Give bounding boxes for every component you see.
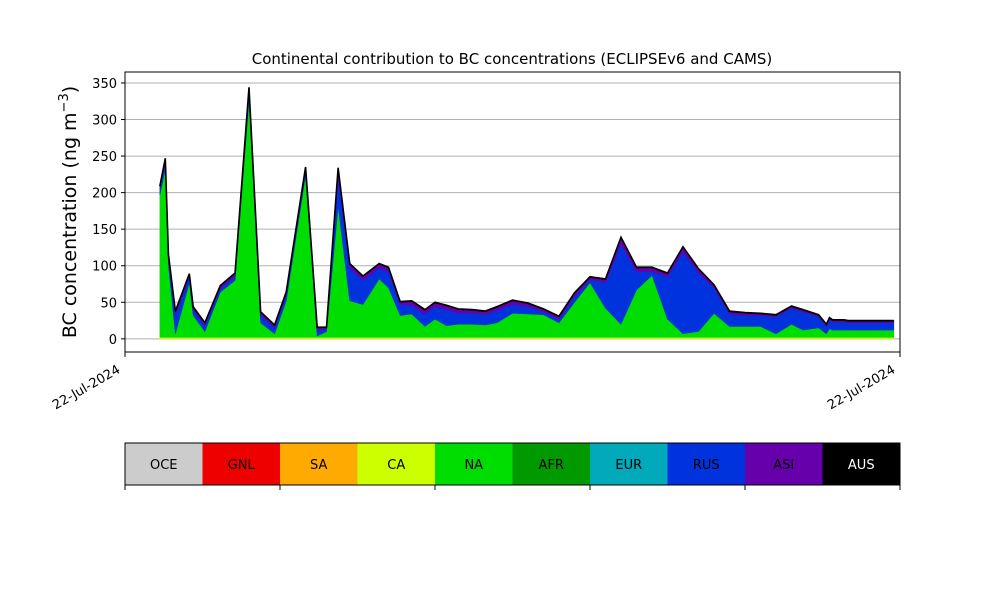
legend-swatch-asi bbox=[745, 443, 823, 485]
plot-frame bbox=[124, 71, 901, 353]
x-tick-label: 22-Jul-2024 bbox=[50, 362, 123, 413]
y-axis-label-close: ) bbox=[59, 86, 81, 93]
legend-swatch-na bbox=[435, 443, 513, 485]
y-axis-ticks: 0 50 100 150 200 250 300 350 bbox=[92, 77, 125, 348]
y-tick-label: 200 bbox=[92, 187, 117, 202]
legend-swatch-afr bbox=[512, 443, 590, 485]
area-series-aus bbox=[159, 87, 895, 329]
y-tick-label: 300 bbox=[92, 114, 117, 129]
area-series-rus bbox=[159, 92, 895, 337]
total-outline bbox=[159, 87, 894, 328]
legend-label-ca: CA bbox=[387, 458, 405, 473]
legend-swatch-sa bbox=[280, 443, 358, 485]
x-axis-ticks: 22-Jul-2024 22-Jul-2024 bbox=[50, 352, 901, 413]
y-tick-label: 100 bbox=[92, 260, 117, 275]
y-axis-label: BC concentration (ng m−3) bbox=[57, 86, 81, 338]
y-tick-label: 0 bbox=[109, 333, 117, 348]
y-tick-label: 250 bbox=[92, 150, 117, 165]
area-series-asi bbox=[159, 88, 895, 331]
legend-swatch-eur bbox=[590, 443, 668, 485]
legend-label-rus: RUS bbox=[693, 458, 720, 473]
y-axis-label-superscript: −3 bbox=[57, 93, 72, 112]
legend-swatch-gnl bbox=[202, 443, 280, 485]
legend-label-aus: AUS bbox=[848, 458, 875, 473]
y-tick-label: 150 bbox=[92, 223, 117, 238]
x-tick-label: 22-Jul-2024 bbox=[825, 362, 898, 413]
legend-swatch-rus bbox=[667, 443, 745, 485]
chart-title: Continental contribution to BC concentra… bbox=[252, 50, 773, 68]
y-axis-label-main: BC concentration (ng m bbox=[59, 112, 81, 338]
y-tick-label: 350 bbox=[92, 77, 117, 92]
area-series-na bbox=[159, 99, 895, 338]
legend-swatch-oce bbox=[125, 443, 203, 485]
legend-swatch-aus bbox=[822, 443, 900, 485]
y-tick-label: 50 bbox=[100, 296, 117, 311]
legend-label-eur: EUR bbox=[615, 458, 642, 473]
legend-frame bbox=[124, 442, 901, 486]
legend-label-oce: OCE bbox=[150, 458, 178, 473]
legend-label-sa: SA bbox=[310, 458, 327, 473]
legend-label-asi: ASI bbox=[773, 458, 794, 473]
legend-colorbar: OCE GNL SA CA NA AFR EUR RUS ASI AUS bbox=[124, 442, 901, 490]
legend-label-gnl: GNL bbox=[228, 458, 256, 473]
legend-label-na: NA bbox=[464, 458, 483, 473]
legend-swatch-ca bbox=[357, 443, 435, 485]
legend-label-afr: AFR bbox=[539, 458, 564, 473]
stacked-areas bbox=[159, 87, 895, 340]
